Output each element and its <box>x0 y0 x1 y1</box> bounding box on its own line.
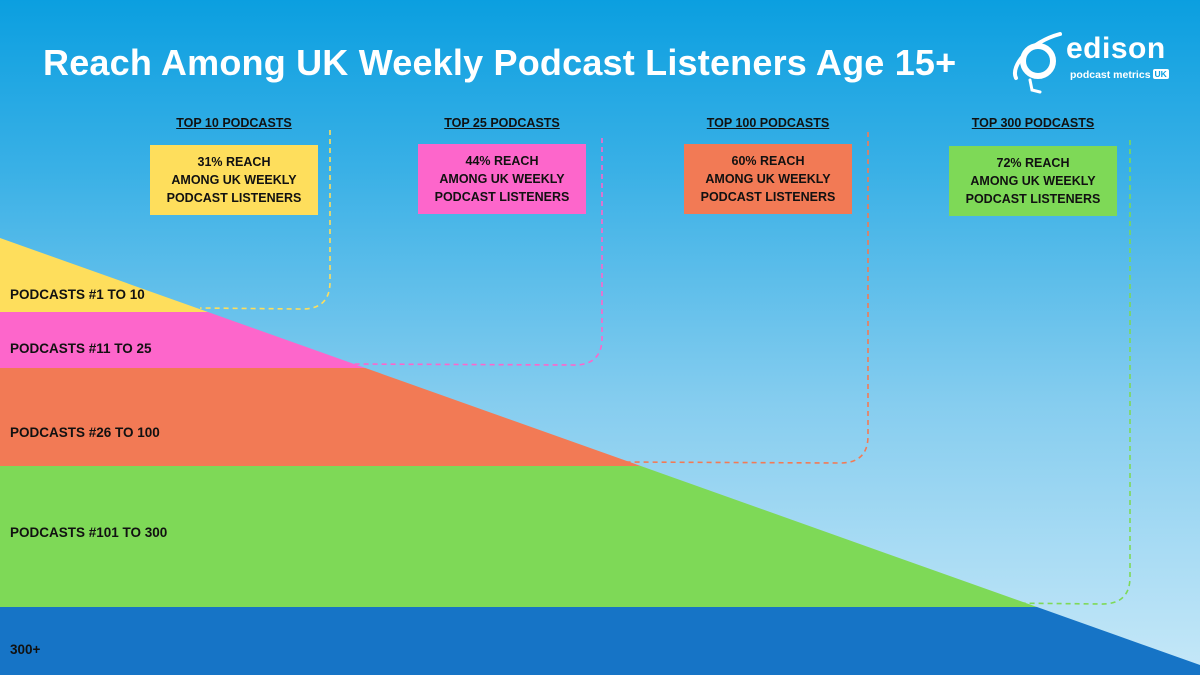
reach-text-line: AMONG UK WEEKLY <box>171 173 297 187</box>
reach-text-line: AMONG UK WEEKLY <box>970 174 1096 188</box>
reach-text-line: 31% REACH <box>197 155 271 169</box>
band-5 <box>0 607 1200 675</box>
connector-1 <box>199 130 331 310</box>
band-label-2: PODCASTS #11 TO 25 <box>10 341 152 356</box>
reach-text-line: PODCAST LISTENERS <box>434 190 570 204</box>
reach-box-1: 31% REACH AMONG UK WEEKLY PODCAST LISTENER… <box>150 145 318 215</box>
reach-text-line: PODCAST LISTENERS <box>965 192 1101 206</box>
reach-text-line: PODCAST LISTENERS <box>166 191 302 205</box>
reach-text-line: AMONG UK WEEKLY <box>439 172 565 186</box>
reach-box-3: 60% REACH AMONG UK WEEKLY PODCAST LISTENER… <box>684 144 852 214</box>
band-3 <box>0 368 641 466</box>
reach-box-4: 72% REACH AMONG UK WEEKLY PODCAST LISTENER… <box>949 146 1117 216</box>
connector-4 <box>1003 140 1131 605</box>
reach-text-line: PODCAST LISTENERS <box>700 190 836 204</box>
band-label-5: 300+ <box>10 642 41 657</box>
band-label-1: PODCASTS #1 TO 10 <box>10 287 145 302</box>
connector-2 <box>347 138 603 366</box>
logo-tagline: podcast metrics UK <box>1070 69 1169 81</box>
column-header-3: TOP 100 PODCASTS <box>706 116 830 130</box>
reach-text-line: AMONG UK WEEKLY <box>705 172 831 186</box>
reach-text-line: 60% REACH <box>731 154 805 168</box>
connector-3 <box>623 132 869 464</box>
page-title: Reach Among UK Weekly Podcast Listeners … <box>43 42 957 83</box>
logo-wordmark: edison <box>1066 32 1166 65</box>
column-header-4: TOP 300 PODCASTS <box>971 116 1095 130</box>
reach-box-2: 44% REACH AMONG UK WEEKLY PODCAST LISTENER… <box>418 144 586 214</box>
reach-text-line: 44% REACH <box>465 154 539 168</box>
band-4 <box>0 466 1038 607</box>
band-label-3: PODCASTS #26 TO 100 <box>10 425 160 440</box>
edison-logo: edison podcast metrics UK <box>1008 28 1188 98</box>
column-header-1: TOP 10 PODCASTS <box>176 116 292 130</box>
band-2 <box>0 312 366 368</box>
planet-ring-icon <box>1012 32 1062 94</box>
reach-text-line: 72% REACH <box>996 156 1070 170</box>
logo-uk-badge: UK <box>1152 69 1169 79</box>
band-1 <box>0 238 208 312</box>
column-header-2: TOP 25 PODCASTS <box>444 116 560 130</box>
band-label-4: PODCASTS #101 TO 300 <box>10 525 168 540</box>
